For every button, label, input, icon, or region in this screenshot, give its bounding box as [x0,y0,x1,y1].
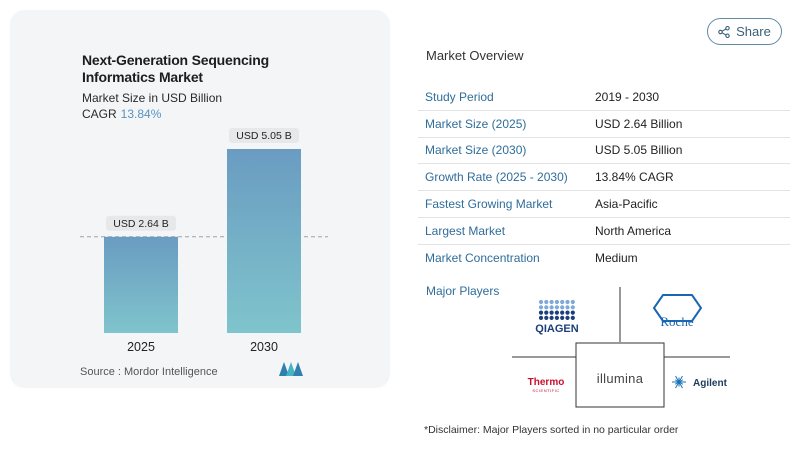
row-value: 13.84% CAGR [595,170,674,185]
chart-title: Next-Generation Sequencing Informatics M… [82,52,269,85]
data-label-bg [106,215,176,231]
disclaimer-text: *Disclaimer: Major Players sorted in no … [424,424,679,436]
bar-chart: USD 2.64 B 2025 USD 5.05 B 2030 [80,128,328,354]
svg-text:Thermo: Thermo [528,377,565,388]
svg-text:Roche: Roche [660,314,693,329]
data-label: USD 5.05 B [236,130,291,142]
overview-row: Growth Rate (2025 - 2030) 13.84% CAGR [418,164,790,192]
chart-subtitle: Market Size in USD Billion [82,91,223,105]
overview-row: Market Size (2025) USD 2.64 Billion [418,111,790,138]
chart-cagr: CAGR 13.84% [82,107,161,121]
overview-row: Study Period 2019 - 2030 [418,84,790,111]
overview-table: Study Period 2019 - 2030 Market Size (202… [418,84,790,272]
row-value: 2019 - 2030 [595,89,660,104]
row-label: Largest Market [425,223,506,238]
row-label: Market Concentration [425,251,540,266]
bar-2030 [227,149,301,333]
logo-box [575,342,665,408]
major-players-title: Major Players [426,284,500,298]
svg-text:SCIENTIFIC: SCIENTIFIC [532,388,559,393]
bar-2025 [104,236,178,333]
share-icon [718,25,730,38]
chart-card [10,10,390,388]
svg-text:QIAGEN: QIAGEN [535,323,578,335]
row-label: Fastest Growing Market [425,197,553,212]
illumina-logo: illumina [597,371,644,386]
cagr-value: 13.84% [120,107,162,121]
overview-row: Largest Market North America [418,218,790,245]
svg-text:illumina: illumina [597,371,644,386]
share-label: Share [736,24,771,39]
row-label: Market Size (2025) [425,116,527,131]
cagr-label: CAGR [82,107,117,121]
row-label: Study Period [425,89,494,104]
qiagen-logo: QIAGEN [535,299,579,335]
x-tick-label: 2025 [127,340,155,354]
overview-row: Market Size (2030) USD 5.05 Billion [418,138,790,165]
agilent-logo: Agilent [672,375,728,389]
row-label: Growth Rate (2025 - 2030) [425,170,568,185]
roche-logo: Roche [652,294,703,329]
data-label-bg [229,128,299,143]
overview-title: Market Overview [426,48,524,63]
overview-row: Fastest Growing Market Asia-Pacific [418,191,790,218]
row-value: USD 2.64 Billion [595,116,683,131]
x-tick-label: 2030 [250,340,278,354]
data-label: USD 2.64 B [113,218,168,230]
row-label: Market Size (2030) [425,143,527,158]
row-value: Asia-Pacific [595,197,658,212]
svg-text:Agilent: Agilent [693,378,728,389]
overview-row: Market Concentration Medium [418,245,790,272]
source-text: Source : Mordor Intelligence [80,366,218,378]
row-value: USD 5.05 Billion [595,143,683,158]
row-value: North America [595,223,672,238]
mordor-intelligence-logo [279,362,303,376]
share-button[interactable]: Share [707,18,782,45]
thermo-scientific-logo: Thermo SCIENTIFIC [528,377,565,393]
row-value: Medium [595,251,638,266]
